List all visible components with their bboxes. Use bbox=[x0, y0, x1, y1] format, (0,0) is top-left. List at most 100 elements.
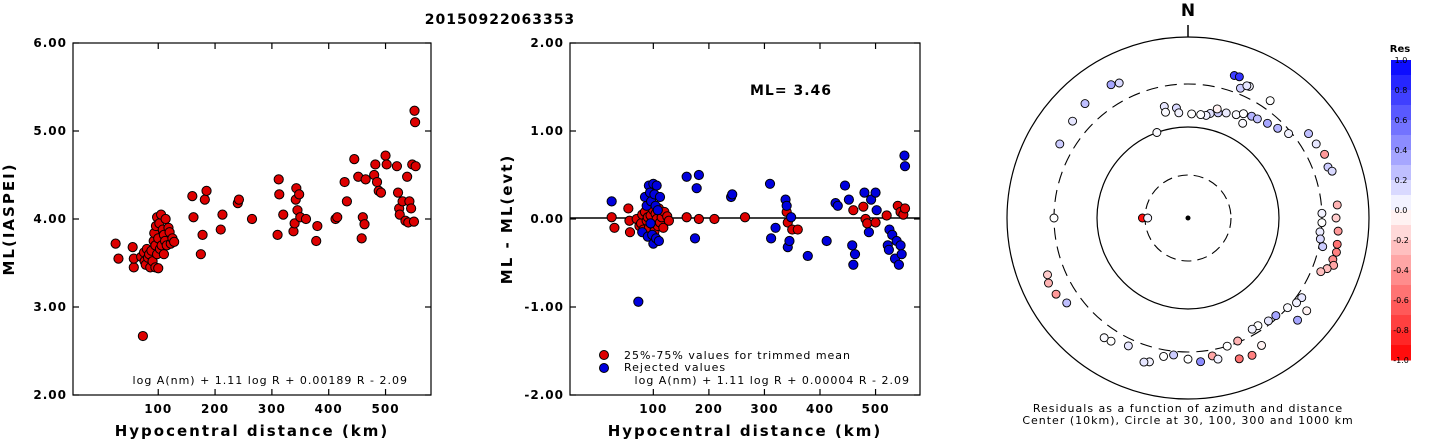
accepted-point bbox=[113, 253, 124, 264]
station-point bbox=[1123, 341, 1133, 351]
accepted-point bbox=[128, 262, 139, 273]
station-point bbox=[1242, 81, 1252, 91]
x-tick-label: 400 bbox=[806, 402, 834, 416]
colorbar-cells bbox=[1391, 60, 1411, 361]
colorbar-tick-label: 1.0 bbox=[1395, 56, 1408, 65]
station-point bbox=[1222, 341, 1232, 351]
legend: 25%-75% values for trimmed mean Rejected… bbox=[599, 349, 850, 374]
accepted-point bbox=[663, 215, 674, 226]
accepted-point bbox=[217, 209, 228, 220]
colorbar-cell bbox=[1391, 135, 1411, 151]
accepted-point bbox=[899, 203, 911, 214]
accepted-point bbox=[658, 222, 669, 233]
accepted-point bbox=[278, 209, 289, 220]
rejected-point bbox=[802, 250, 813, 262]
colorbar-cell bbox=[1391, 180, 1411, 196]
accepted-point bbox=[332, 212, 343, 223]
legend-rejected-label: Rejected values bbox=[624, 361, 726, 374]
rejected-point bbox=[654, 191, 666, 203]
station-point bbox=[1315, 234, 1325, 244]
residual-vs-distance-panel: 100 200 300 400 500 -2.00 -1.00 0.00 1.00 2.00 M… bbox=[498, 36, 921, 440]
accepted-point bbox=[188, 212, 199, 223]
residual-colorbar: Res 1.0 0.8 0.6 0.4 0.2 0.0 -0.2 -0.4 -0.6 -0.8 -1… bbox=[1390, 44, 1411, 365]
station-point bbox=[1257, 340, 1267, 350]
station-point bbox=[1055, 139, 1065, 149]
station-point bbox=[1271, 311, 1281, 321]
rejected-point bbox=[633, 296, 644, 307]
north-label: N bbox=[1181, 1, 1195, 21]
colorbar-cell bbox=[1391, 330, 1411, 346]
magnitude-vs-distance-panel: 100 200 300 400 500 2.00 3.00 4.00 5.00 6.00 Hyp… bbox=[0, 36, 432, 440]
x-axis-ticks: 100 200 300 400 500 bbox=[144, 43, 399, 416]
colorbar-cell bbox=[1391, 255, 1411, 271]
ml-value-label: ML= 3.46 bbox=[750, 83, 832, 99]
y-tick-label: 2.00 bbox=[33, 388, 67, 402]
rejected-point bbox=[781, 200, 792, 211]
station-point bbox=[1331, 247, 1341, 257]
station-point bbox=[1316, 267, 1326, 277]
accepted-point bbox=[274, 189, 285, 200]
station-point bbox=[1263, 316, 1273, 326]
y-tick-label: 3.00 bbox=[33, 300, 67, 314]
station-point bbox=[1152, 128, 1162, 137]
station-point bbox=[1051, 289, 1061, 299]
station-point bbox=[1221, 108, 1231, 118]
azimuth-residual-panel: N Residuals as a function of azimuth and… bbox=[1006, 1, 1370, 427]
station-point bbox=[1318, 242, 1328, 252]
accepted-point bbox=[792, 224, 803, 235]
accepted-point bbox=[406, 203, 417, 214]
station-point bbox=[1265, 96, 1275, 106]
accepted-point bbox=[273, 174, 284, 185]
x-axis-label: Hypocentral distance (km) bbox=[115, 422, 390, 440]
accepted-point bbox=[127, 242, 138, 253]
center-point bbox=[1185, 215, 1191, 221]
rejected-point bbox=[847, 240, 858, 251]
rejected-point bbox=[693, 169, 704, 181]
colorbar-cell bbox=[1391, 165, 1411, 181]
colorbar-cell bbox=[1391, 240, 1411, 256]
rejected-point bbox=[681, 171, 692, 182]
x-axis-label: Hypocentral distance (km) bbox=[608, 422, 883, 440]
y-tick-label: 1.00 bbox=[530, 124, 564, 138]
accepted-point bbox=[862, 218, 873, 229]
rejected-point bbox=[899, 161, 911, 172]
x-tick-label: 300 bbox=[258, 402, 286, 416]
y-tick-label: -2.00 bbox=[524, 388, 564, 402]
x-tick-label: 300 bbox=[750, 402, 778, 416]
station-point bbox=[1062, 298, 1072, 308]
y-tick-label: 4.00 bbox=[33, 212, 67, 226]
accepted-point bbox=[312, 220, 323, 232]
station-point bbox=[1068, 116, 1078, 126]
station-point bbox=[1327, 166, 1337, 176]
station-point bbox=[1174, 108, 1184, 118]
colorbar-cell bbox=[1391, 60, 1411, 76]
accepted-point bbox=[410, 161, 421, 172]
rejected-point bbox=[843, 194, 854, 205]
rejected-point bbox=[689, 233, 701, 244]
accepted-point bbox=[409, 105, 420, 116]
accepted-point bbox=[402, 171, 413, 182]
accepted-point bbox=[739, 212, 751, 223]
colorbar-tick-label: -0.2 bbox=[1393, 236, 1409, 245]
station-point bbox=[1252, 114, 1262, 124]
colorbar-cell bbox=[1391, 300, 1411, 316]
accepted-point bbox=[609, 222, 620, 233]
accepted-point bbox=[341, 196, 352, 207]
colorbar-tick-label: 0.8 bbox=[1395, 86, 1408, 95]
station-point bbox=[1196, 357, 1206, 367]
station-point bbox=[1231, 110, 1241, 120]
rejected-point bbox=[770, 222, 781, 233]
x-tick-label: 200 bbox=[695, 402, 723, 416]
station-point bbox=[1139, 357, 1149, 367]
y-tick-label: 0.00 bbox=[530, 212, 564, 226]
y-tick-label: 2.00 bbox=[530, 36, 564, 50]
rejected-point bbox=[691, 183, 702, 194]
y-tick-label: 6.00 bbox=[33, 36, 67, 50]
figure-title: 20150922063353 bbox=[425, 12, 575, 28]
rejected-point bbox=[859, 187, 870, 198]
rejected-point bbox=[893, 259, 904, 270]
y-axis-label: ML(IASPEI) bbox=[0, 162, 18, 275]
colorbar-tick-label: 0.2 bbox=[1395, 176, 1408, 185]
station-point bbox=[1239, 109, 1248, 119]
